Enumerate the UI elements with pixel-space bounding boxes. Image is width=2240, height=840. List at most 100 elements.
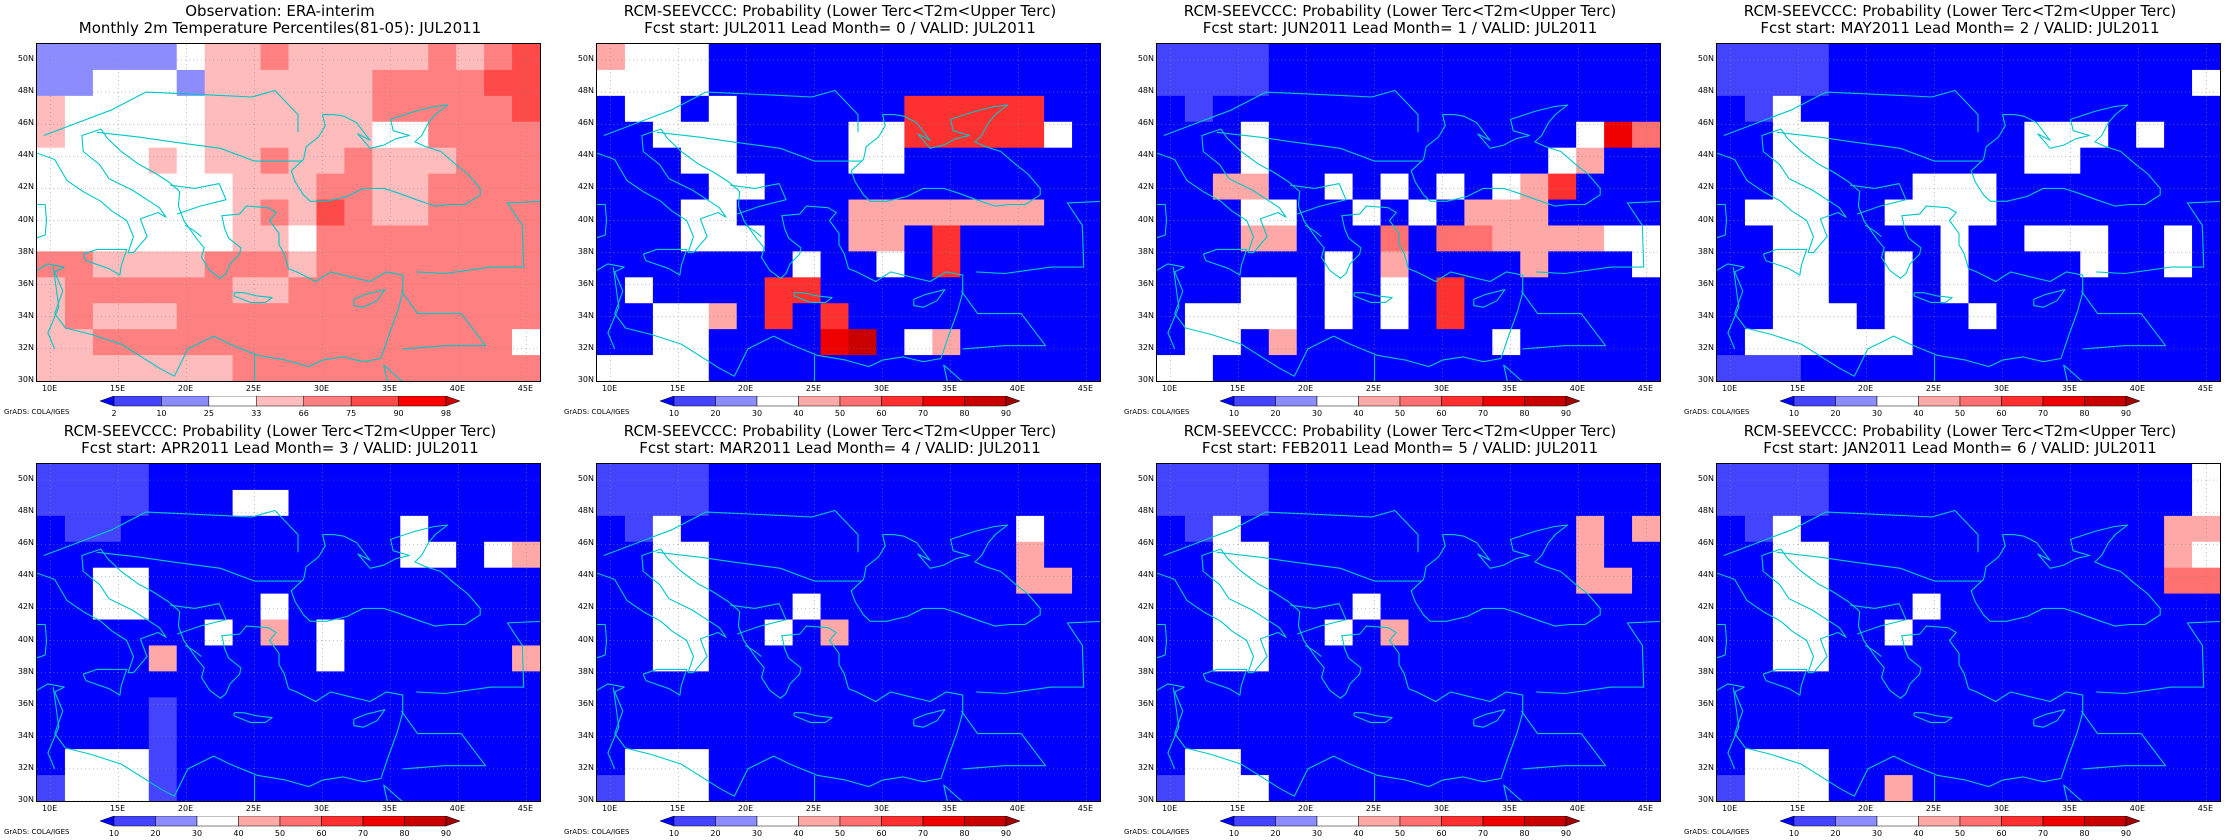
grid-cell — [64, 69, 94, 97]
grid-cell — [1884, 355, 1914, 381]
grid-cell — [1996, 619, 2025, 647]
lon-axis-label: 35E — [2061, 384, 2078, 393]
grid-cell — [1744, 749, 1774, 776]
grid-cell — [372, 697, 401, 724]
colorbar-swatch — [1399, 816, 1442, 827]
grid-cell — [904, 567, 933, 595]
grid-cell — [1184, 329, 1214, 356]
grid-cell — [708, 541, 738, 569]
grid-cell — [1856, 697, 1886, 724]
grid-cell — [1884, 541, 1914, 569]
grid-cell — [2192, 225, 2220, 252]
grid-cell — [1212, 173, 1242, 201]
panel-title: RCM-SEEVCCC: Probability (Lower Terc<T2m… — [1743, 422, 2177, 440]
grid-cell — [1464, 225, 1493, 252]
grads-credit: GrADS: COLA/IGES — [564, 828, 630, 836]
grid-cell — [1717, 95, 1746, 123]
grid-cell — [820, 69, 850, 97]
grid-cell — [2192, 121, 2220, 149]
grid-cell — [1968, 775, 1998, 801]
lat-axis-label: 50N — [577, 474, 594, 484]
grid-cell — [1772, 697, 1802, 724]
colorbar-swatch — [2084, 816, 2127, 827]
grid-cell — [876, 44, 905, 71]
colorbar-label: 80 — [1519, 409, 1529, 418]
grid-cell — [1576, 775, 1605, 801]
grid-cell — [597, 593, 626, 621]
grid-cell — [204, 671, 234, 698]
grid-cell — [1576, 749, 1605, 776]
grid-cell — [1576, 645, 1605, 672]
grid-cell — [1800, 277, 1830, 304]
colorbar-label: 20 — [710, 829, 720, 838]
grid-cell — [1744, 147, 1774, 175]
grid-cell — [120, 303, 150, 330]
grid-cell — [1884, 69, 1914, 97]
grid-cell — [456, 173, 485, 201]
grid-cell — [1268, 645, 1298, 672]
colorbar-label: 20 — [150, 829, 160, 838]
grid-cell — [680, 95, 710, 123]
colorbar-label: 10 — [1789, 409, 1799, 418]
grid-cell — [652, 277, 682, 304]
coastline — [82, 668, 128, 696]
grid-cell — [1772, 303, 1802, 330]
grid-cell — [1940, 645, 1970, 672]
grid-cell — [1968, 541, 1998, 569]
grid-cell — [1016, 567, 1045, 595]
grid-cell — [1856, 355, 1886, 381]
lat-axis-label: 32N — [577, 762, 594, 772]
grid-cell — [484, 489, 513, 517]
coastline — [43, 89, 299, 137]
grid-cell — [1157, 541, 1186, 569]
colorbar-swatch — [1316, 816, 1359, 827]
panel-subtitle: Monthly 2m Temperature Percentiles(81-05… — [78, 19, 482, 37]
coastline — [1762, 668, 1808, 696]
grid-cell — [1212, 775, 1242, 801]
lon-axis-label: 30E — [1993, 384, 2010, 393]
map-panel: Observation: ERA-interim Monthly 2m Tempe… — [0, 0, 560, 420]
grid-cell — [2024, 303, 2053, 330]
grid-cell — [1184, 749, 1214, 776]
grid-cell — [1548, 749, 1577, 776]
grid-cell — [820, 95, 850, 123]
grid-cell — [1380, 775, 1410, 801]
grid-cell — [1352, 645, 1382, 672]
grid-cell — [792, 697, 822, 724]
grid-cell — [1436, 489, 1465, 517]
grid-cell — [1296, 723, 1326, 750]
lat-axis-label: 36N — [17, 278, 34, 288]
grid-cell — [792, 671, 822, 698]
grid-cell — [764, 173, 794, 201]
colorbar-arrow-low — [1220, 816, 1235, 827]
grid-cell — [1548, 671, 1577, 698]
grid-cell — [848, 355, 878, 381]
colorbar-swatch — [238, 816, 281, 827]
grid-cell — [1576, 44, 1605, 71]
colorbar-label: 50 — [835, 829, 845, 838]
grid-cell — [2080, 541, 2109, 569]
grid-cell — [232, 355, 262, 381]
colorbar-swatch — [1441, 396, 1484, 407]
grid-cell — [344, 329, 373, 356]
grid-cell — [1380, 541, 1410, 569]
coastline — [1202, 248, 1248, 276]
grid-cell — [148, 95, 178, 123]
coastline — [913, 708, 946, 728]
colorbar-swatch — [404, 816, 447, 827]
grid-cell — [1604, 277, 1633, 304]
grid-cell — [1436, 69, 1465, 97]
grid-cell — [764, 355, 794, 381]
grid-cell — [204, 147, 234, 175]
grid-cell — [960, 121, 989, 149]
grid-cell — [120, 671, 150, 698]
lat-axis-label: 50N — [17, 54, 34, 64]
grid-cell — [512, 303, 540, 330]
grid-cell — [1744, 199, 1774, 227]
grid-cell — [1884, 671, 1914, 698]
grid-cell — [484, 225, 513, 252]
coastline — [1850, 603, 1907, 635]
grid-cell — [148, 147, 178, 175]
grid-cell — [1408, 69, 1438, 97]
grid-cell — [400, 199, 429, 227]
